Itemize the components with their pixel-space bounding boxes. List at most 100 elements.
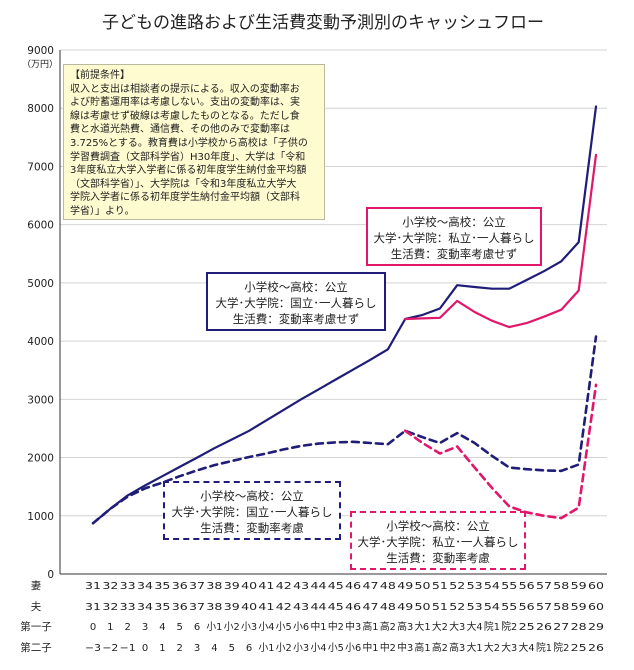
row-cell: 0	[142, 643, 148, 654]
grid-lines	[60, 49, 607, 517]
row-cell: 25	[519, 622, 535, 633]
row-cell: 55	[501, 602, 517, 613]
annotation-pink-dashed: 小学校～高校：公立 大学･大学院：私立･一人暮らし 生活費：変動率考慮	[350, 511, 526, 570]
premise-line: （文部科学省）」、大学院は「令和3年度私立大学大	[70, 178, 297, 190]
premise-heading: 【前提条件】	[70, 70, 130, 81]
age-table: 妻 31 32 33 34 35 36 37 38 39 40 41 42 43 44 45 46 47 48 49 5…	[20, 579, 604, 654]
premise-line: 3年度私立大学入学者に係る初年度学生納付金平均額	[70, 165, 307, 177]
row-cell: 50	[415, 581, 431, 592]
row-cell: 32	[102, 602, 118, 613]
row-cell: 40	[241, 602, 257, 613]
row-cell: 38	[206, 602, 222, 613]
row-cell: 57	[536, 602, 552, 613]
row-label: 妻	[31, 579, 42, 592]
series-lines	[91, 105, 598, 525]
annotation-navy-dashed: 小学校～高校：公立 大学･大学院：国立･一人暮らし 生活費：変動率考慮	[163, 481, 341, 540]
row-cell: 29	[588, 622, 604, 633]
row-label: 夫	[31, 601, 42, 613]
row-cell: 48	[380, 581, 396, 592]
annotation-line: 大学･大学院：国立･一人暮らし	[215, 296, 377, 310]
row-cell: 37	[189, 581, 205, 592]
row-cell: 中3	[397, 641, 413, 654]
row-cell: 小1	[258, 642, 274, 654]
row-cell: 46	[345, 602, 361, 613]
row-cell: 高1	[415, 641, 431, 654]
row-cell: 58	[553, 581, 569, 592]
row-cell: 小3	[241, 621, 257, 633]
row-cell: 1	[159, 643, 165, 654]
row-cell: 47	[363, 602, 379, 613]
row-cell: 0	[90, 622, 96, 633]
row-cell: 高3	[397, 620, 413, 633]
row-cell: 34	[137, 602, 153, 613]
row-cell: 52	[449, 581, 465, 592]
y-tick-label: 6000	[27, 220, 54, 232]
y-tick-label: 2000	[27, 453, 54, 465]
row-cell: 大3	[501, 641, 517, 654]
row-cell: 大3	[449, 620, 465, 633]
row-cell: 大2	[484, 641, 500, 654]
y-tick-label: 4000	[27, 336, 54, 348]
premise-line: 学省）」より。	[70, 205, 135, 217]
row-cell: 41	[258, 602, 274, 613]
row-cell: 36	[172, 602, 188, 613]
row-cell: 26	[536, 622, 552, 633]
annotation-line: 大学･大学院：私立･一人暮らし	[373, 231, 535, 245]
row-cell: 5	[229, 643, 235, 654]
annotation-line: 大学･大学院：私立･一人暮らし	[357, 535, 519, 549]
annotation-line: 生活費：変動率考慮	[200, 521, 304, 535]
row-cell: 39	[224, 602, 240, 613]
annotation-line: 大学･大学院：国立･一人暮らし	[171, 505, 333, 519]
y-tick-labels: 0 1000 2000 3000 4000 5000 6000 7000 8000 9000	[27, 45, 54, 581]
row-cell: 6	[246, 643, 252, 654]
annotation-line: 生活費：変動率考慮せず	[390, 247, 518, 261]
row-cell: 56	[519, 602, 535, 613]
row-cell: 26	[588, 643, 604, 654]
row-cell: 高2	[380, 620, 396, 633]
row-cell: 院1	[536, 641, 552, 654]
row-cell: 中2	[328, 620, 344, 633]
premise-line: 費と水道光熱費、通信費、その他のみで変動率は	[70, 124, 290, 136]
series-line-1	[91, 105, 598, 525]
row-cell: 44	[310, 602, 326, 613]
row-cell: 小2	[224, 621, 240, 633]
row-cell: 高1	[363, 620, 379, 633]
row-cell: 小4	[310, 642, 326, 654]
row-cell: 43	[293, 581, 309, 592]
row-cell: 49	[397, 581, 413, 592]
row-cell: 42	[276, 602, 292, 613]
premise-box: 【前提条件】 収入と支出は相談者の提示による。収入の変動率お よび貯蓄運用率は考…	[63, 64, 325, 220]
row-cell: 小5	[328, 642, 344, 654]
premise-line: 学習費調査（文部科学省）H30年度」、大学は「令和	[70, 151, 306, 163]
row-cell: 38	[206, 581, 222, 592]
y-tick-label: 5000	[27, 278, 54, 290]
row-cell: 27	[553, 622, 569, 633]
row-cell: 54	[484, 602, 500, 613]
annotation-pink-solid: 小学校～高校：公立 大学･大学院：私立･一人暮らし 生活費：変動率考慮せず	[366, 207, 542, 266]
row-cell: 5	[177, 622, 183, 633]
row-cell: −3	[85, 643, 101, 654]
row-cell: 28	[571, 622, 587, 633]
row-cell: 1	[107, 622, 113, 633]
row-cell: 57	[536, 581, 552, 592]
row-cell: 45	[328, 581, 344, 592]
row-cell: 45	[328, 602, 344, 613]
row-cell: 41	[258, 581, 274, 592]
row-cell: 50	[415, 602, 431, 613]
chart-title: 子どもの進路および生活費変動予測別のキャッシュフロー	[102, 13, 544, 33]
row-cell: 大2	[432, 620, 448, 633]
row-cell: 3	[142, 622, 148, 633]
row-cell: 中3	[345, 620, 361, 633]
row-cell: 院2	[553, 641, 569, 654]
row-cell: 40	[241, 581, 257, 592]
premise-line: よび貯蓄運用率は考慮しない。支出の変動率は、実	[70, 97, 300, 109]
row-cell: 大4	[467, 620, 483, 633]
y-tick-label: 3000	[27, 394, 54, 406]
axes	[59, 50, 607, 575]
row-cell: 中1	[310, 620, 326, 633]
row-cell: 小6	[345, 642, 361, 654]
row-cell: 中1	[363, 641, 379, 654]
row-cell: 院1	[484, 620, 500, 633]
row-cell: 49	[397, 602, 413, 613]
